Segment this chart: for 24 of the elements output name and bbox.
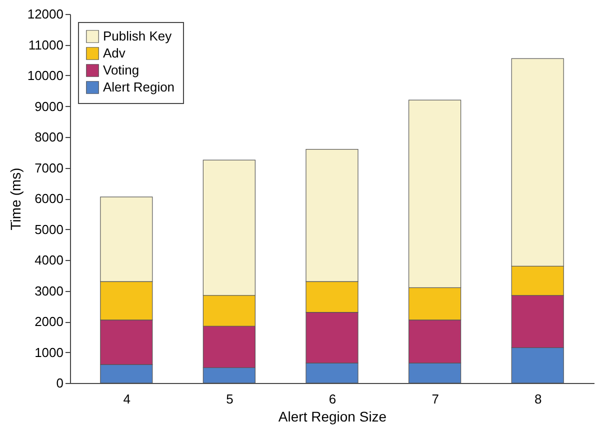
legend-label: Voting <box>103 62 140 78</box>
y-tick-label: 4000 <box>34 252 64 268</box>
y-axis-title: Time (ms) <box>7 168 24 230</box>
y-tick-label: 10000 <box>27 68 64 83</box>
x-tick-label: 6 <box>328 392 336 406</box>
y-tick-label: 1000 <box>34 344 64 360</box>
y-tick-label: 6000 <box>34 191 64 206</box>
y-tick-label: 9000 <box>34 98 64 114</box>
x-tick-label: 8 <box>534 392 542 406</box>
x-axis-title: Alert Region Size <box>278 408 387 424</box>
y-tick-label: 12000 <box>27 6 64 22</box>
legend-label: Publish Key <box>103 28 172 44</box>
x-tick-label: 5 <box>226 392 234 406</box>
y-tick-label: 7000 <box>34 160 64 176</box>
legend-label: Adv <box>103 46 126 60</box>
y-tick-label: 11000 <box>28 37 64 52</box>
x-tick-label: 4 <box>123 392 131 406</box>
y-tick-label: 3000 <box>34 283 64 298</box>
x-tick-label: 7 <box>432 392 439 406</box>
y-tick-label: 5000 <box>34 222 64 237</box>
y-tick-label: 2000 <box>34 314 64 329</box>
y-tick-label: 0 <box>56 376 64 390</box>
legend-label: Alert Region <box>103 80 175 94</box>
y-tick-label: 8000 <box>34 130 64 144</box>
